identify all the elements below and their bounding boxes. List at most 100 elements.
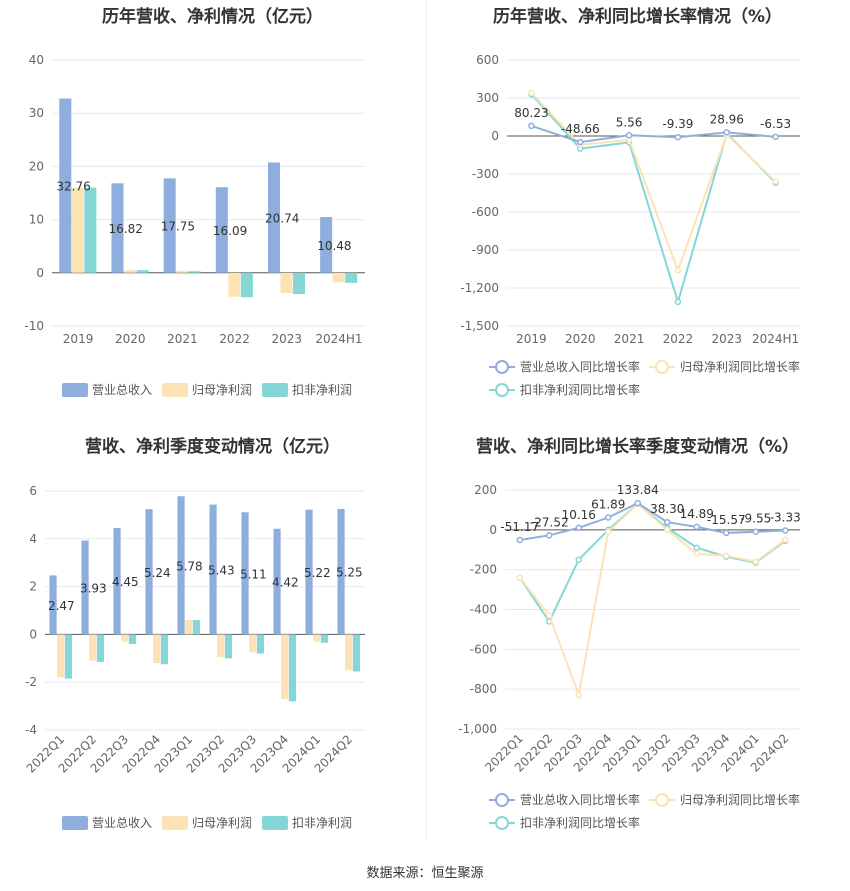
data-point-0: [723, 529, 730, 537]
line-value-label: 28.96: [710, 112, 744, 126]
data-point-0: [577, 138, 584, 146]
chart-canvas: 600 300 0 -300 -600 -900 -1,200 -1,500 2019 2020 2…: [460, 53, 800, 397]
series-line-0: [531, 124, 776, 144]
bar-1: [345, 634, 353, 671]
series-line-1: [518, 502, 786, 699]
legend-label: 营业总收入: [92, 816, 152, 830]
quarterly-growth-rate-chart: 营收、净利同比增长率季度变动情况（%） 200 0 -200 -400 -600 -800…: [425, 430, 850, 860]
y-tick-label: 300: [476, 91, 499, 105]
bar-1: [185, 620, 193, 635]
y-tick-label: 10: [29, 213, 44, 227]
y-tick-label: 0: [29, 627, 37, 641]
bar-2: [320, 634, 329, 643]
x-tick-label: 2022: [663, 332, 694, 346]
x-tick-label: 2019: [63, 332, 94, 346]
line-value-label: 14.89: [680, 507, 714, 521]
y-tick-label: 2: [29, 580, 37, 594]
legend-label: 归母净利润: [192, 383, 252, 397]
bar-2: [240, 272, 253, 298]
x-tick-label: 2024H1: [315, 332, 362, 346]
bar-value-label: 5.25: [336, 566, 363, 580]
y-tick-label: -1,000: [458, 722, 497, 736]
y-tick-label: -1,500: [460, 319, 499, 333]
legend-label: 营业总收入: [92, 383, 152, 397]
bar-1: [71, 187, 84, 273]
legend-marker: [495, 793, 509, 807]
legend-label: 扣非净利润同比增长率: [520, 815, 640, 830]
data-point-1: [723, 552, 730, 559]
bar-0: [320, 217, 333, 273]
bar-value-label: 3.93: [80, 581, 107, 595]
y-tick-label: 40: [29, 53, 44, 67]
legend-label: 营业总收入同比增长率: [520, 359, 640, 374]
data-point-1: [516, 574, 523, 581]
y-tick-label: -600: [470, 642, 497, 656]
bar-value-label: 17.75: [161, 220, 195, 234]
series-line-1: [530, 92, 777, 274]
data-point-0: [634, 499, 641, 507]
legend-swatch: [262, 816, 288, 830]
bar-value-label: 4.42: [272, 576, 299, 590]
bar-2: [188, 271, 201, 273]
data-point-0: [575, 524, 582, 532]
line-value-label: 61.89: [591, 498, 625, 512]
line-value-label: -9.55: [740, 512, 771, 526]
data-point-1: [752, 558, 759, 565]
bar-0: [113, 528, 121, 635]
series-line-0: [519, 502, 786, 542]
bar-1: [123, 270, 137, 273]
chart-title: 历年营收、净利情况（亿元）: [102, 7, 323, 27]
quarterly-revenue-profit-chart: 营收、净利季度变动情况（亿元） 6 4 2 0 -2 -4 2022Q1 2022Q2 2022…: [0, 430, 425, 860]
data-point-1: [546, 612, 553, 619]
bar-value-label: 4.45: [112, 575, 139, 589]
data-point-0: [782, 527, 789, 534]
bar-2: [288, 634, 297, 702]
data-point-0: [723, 129, 730, 136]
y-tick-label: 4: [29, 532, 37, 546]
bar-value-label: 5.22: [304, 566, 331, 580]
bar-0: [111, 183, 124, 273]
legend-marker: [655, 793, 669, 807]
data-point-1: [772, 178, 779, 185]
data-point-1: [664, 526, 671, 534]
data-point-1: [693, 550, 700, 557]
bar-2: [136, 270, 149, 273]
bar-0: [305, 509, 313, 635]
bar-value-label: 20.74: [265, 212, 299, 226]
data-point-1: [528, 89, 535, 97]
bar-2: [256, 634, 265, 654]
data-point-0: [605, 514, 612, 521]
x-tick-label: 2019: [516, 332, 547, 346]
y-tick-label: -800: [470, 682, 497, 696]
bar-1: [249, 634, 257, 653]
y-tick-label: -400: [470, 603, 497, 617]
line-value-label: 80.23: [514, 106, 548, 120]
chart-canvas: 2000-200-400-600-800-1,0002022Q12022Q220…: [458, 483, 801, 830]
bar-0: [337, 508, 345, 635]
data-point-1: [782, 536, 789, 544]
legend-label: 归母净利润同比增长率: [680, 359, 800, 374]
y-tick-label: 600: [476, 53, 499, 67]
panel-divider: [426, 0, 427, 840]
legend-marker: [495, 816, 509, 830]
y-tick-label: 0: [36, 266, 44, 280]
legend-swatch: [162, 816, 188, 830]
annual-growth-rate-chart: 历年营收、净利同比增长率情况（%） 600 300 0 -300 -600 -900 -1,…: [425, 0, 850, 430]
bar-1: [280, 272, 293, 294]
bar-2: [128, 634, 137, 644]
line-value-label: -15.57: [707, 513, 746, 527]
data-point-2: [674, 298, 682, 306]
line-value-label: -48.66: [561, 122, 600, 136]
x-tick-label: 2023: [271, 332, 302, 346]
data-point-0: [674, 133, 682, 141]
data-point-0: [546, 532, 553, 539]
legend-swatch: [162, 383, 188, 397]
line-value-label: -51.17: [500, 520, 539, 534]
y-tick-label: 200: [474, 483, 497, 497]
line-value-label: 5.56: [616, 115, 643, 129]
chart-title: 营收、净利季度变动情况（亿元）: [85, 437, 340, 457]
line-value-label: -6.53: [760, 117, 791, 131]
data-point-0: [752, 528, 759, 535]
y-tick-label: 0: [491, 129, 499, 143]
bar-1: [313, 634, 321, 642]
